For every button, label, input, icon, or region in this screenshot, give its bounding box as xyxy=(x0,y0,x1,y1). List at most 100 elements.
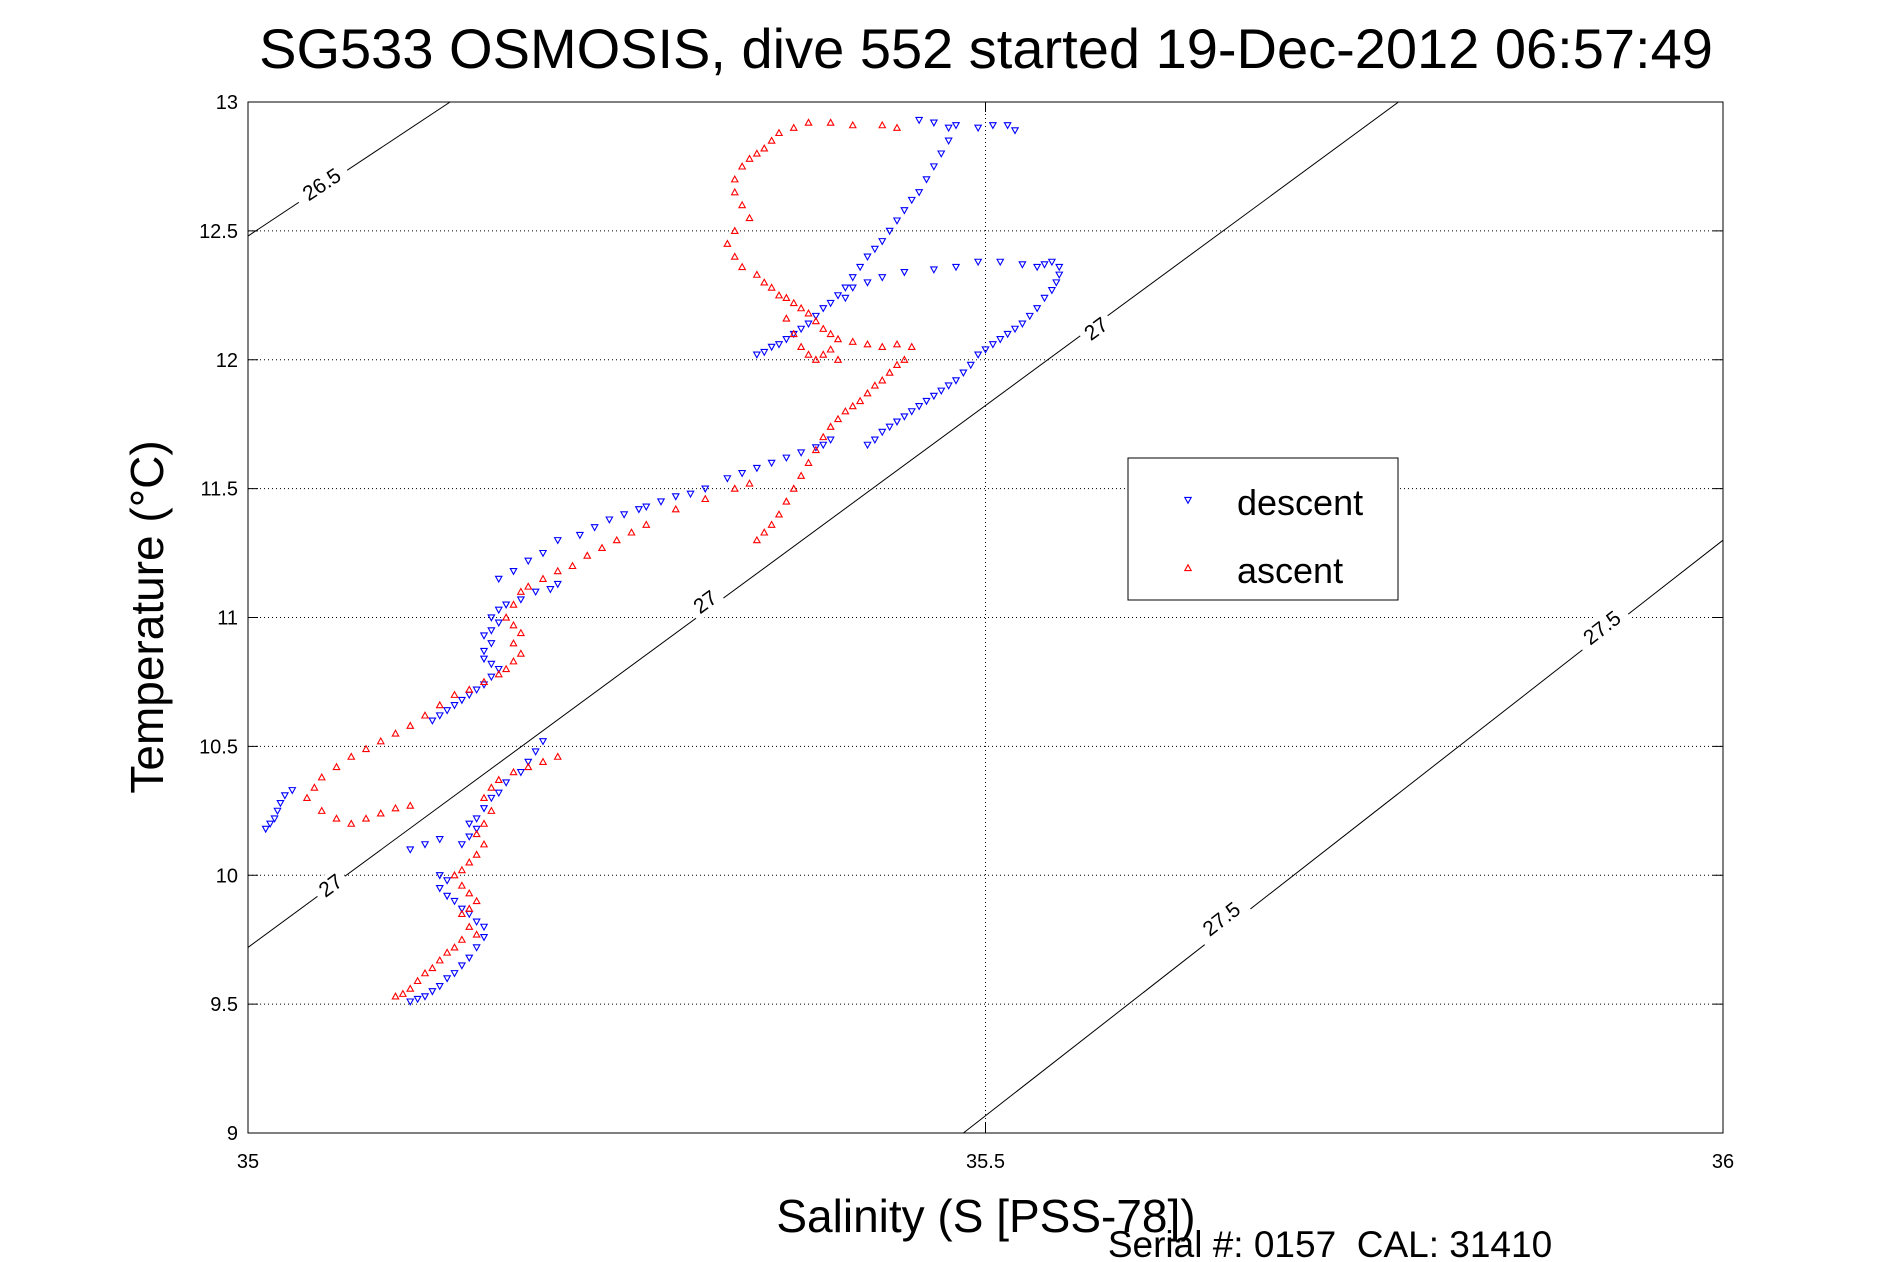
ascent-legend-label: ascent xyxy=(1237,550,1343,591)
descent-point xyxy=(479,933,489,942)
ascent-point xyxy=(391,992,400,1000)
ascent-point xyxy=(516,587,526,595)
descent-point xyxy=(701,485,710,493)
descent-point xyxy=(929,266,939,274)
ascent-point xyxy=(745,213,754,222)
descent-point xyxy=(914,403,924,411)
y-axis-label: Temperature (°C) xyxy=(121,440,173,793)
descent-point xyxy=(929,119,939,127)
descent-point xyxy=(435,872,444,880)
ascent-point xyxy=(863,339,872,348)
ascent-point xyxy=(501,613,511,621)
ascent-point xyxy=(833,355,843,363)
ascent-point xyxy=(494,775,503,783)
descent-point xyxy=(878,428,887,437)
descent-point xyxy=(1055,271,1064,280)
descent-point xyxy=(811,312,821,321)
ascent-point xyxy=(509,638,518,647)
ascent-point xyxy=(538,574,548,582)
descent-point xyxy=(686,490,695,499)
ascent-point xyxy=(737,262,747,271)
descent-point xyxy=(796,449,806,457)
descent-legend-label: descent xyxy=(1237,482,1363,523)
ascent-point xyxy=(789,329,798,338)
ascent-point xyxy=(730,252,739,260)
ascent-point xyxy=(892,339,902,348)
ascent-point xyxy=(361,814,371,822)
ascent-point xyxy=(863,388,872,397)
ascent-point xyxy=(804,118,813,126)
ascent-point xyxy=(494,669,503,678)
ascent-point xyxy=(885,368,894,376)
ascent-point xyxy=(479,839,489,848)
descent-point xyxy=(988,122,998,130)
descent-point xyxy=(531,588,540,597)
descent-point xyxy=(605,516,614,524)
isopycnal-label: 27 xyxy=(309,865,352,906)
descent-point xyxy=(524,758,533,767)
descent-point xyxy=(479,655,489,664)
descent-point xyxy=(435,982,444,991)
descent-point xyxy=(951,122,961,130)
ascent-point xyxy=(900,355,909,363)
descent-point xyxy=(819,305,828,313)
descent-point xyxy=(907,408,916,416)
descent-point xyxy=(261,825,270,834)
ascent-point xyxy=(774,128,784,137)
descent-point xyxy=(752,351,762,359)
ascent-point xyxy=(472,930,481,938)
y-tick-label: 11.5 xyxy=(201,479,238,501)
ascent-point xyxy=(509,600,518,608)
ascent-point xyxy=(796,342,806,350)
isopycnal-label-bg xyxy=(290,158,353,211)
ascent-point xyxy=(317,772,326,781)
ascent-point xyxy=(730,484,739,492)
descent-point xyxy=(767,459,776,468)
ascent-point xyxy=(878,120,887,129)
descent-point xyxy=(966,361,975,370)
ascent-point xyxy=(796,471,806,479)
descent-point xyxy=(494,619,503,627)
descent-point xyxy=(501,779,511,787)
ascent-point xyxy=(760,278,769,286)
descent-point xyxy=(1055,263,1064,272)
ascent-point xyxy=(376,809,385,817)
ascent-point xyxy=(310,783,319,791)
chart-title: SG533 OSMOSIS, dive 552 started 19-Dec-2… xyxy=(259,17,1713,80)
descent-point xyxy=(981,346,990,354)
descent-point xyxy=(951,377,961,385)
ascent-point xyxy=(671,504,680,513)
ascent-point xyxy=(612,535,621,544)
ascent-point xyxy=(752,270,762,278)
ascent-point xyxy=(450,870,459,879)
descent-point xyxy=(575,531,585,540)
ascent-point xyxy=(907,342,916,350)
data-points xyxy=(261,116,1064,1006)
descent-point xyxy=(760,348,769,357)
descent-point xyxy=(848,274,857,282)
descent-point xyxy=(848,284,857,292)
descent-point xyxy=(265,820,275,829)
descent-point xyxy=(479,805,489,813)
descent-point xyxy=(1047,258,1057,267)
descent-point xyxy=(406,998,415,1006)
descent-point xyxy=(767,343,776,352)
ascent-point xyxy=(730,226,739,234)
descent-point xyxy=(774,341,784,349)
descent-point xyxy=(841,284,850,292)
descent-point xyxy=(420,841,430,849)
ascent-point xyxy=(428,963,437,972)
descent-point xyxy=(951,263,961,272)
descent-point xyxy=(509,567,518,576)
descent-point xyxy=(900,207,909,215)
ascent-point xyxy=(479,793,489,802)
descent-point xyxy=(1032,263,1042,272)
ascent-point xyxy=(391,729,400,737)
descent-point xyxy=(270,815,279,823)
ascent-point xyxy=(317,806,326,814)
ascent-point xyxy=(848,337,857,345)
descent-point xyxy=(465,833,474,841)
ascent-point xyxy=(516,628,526,637)
ascent-point xyxy=(347,819,356,827)
ascent-point xyxy=(406,801,415,809)
